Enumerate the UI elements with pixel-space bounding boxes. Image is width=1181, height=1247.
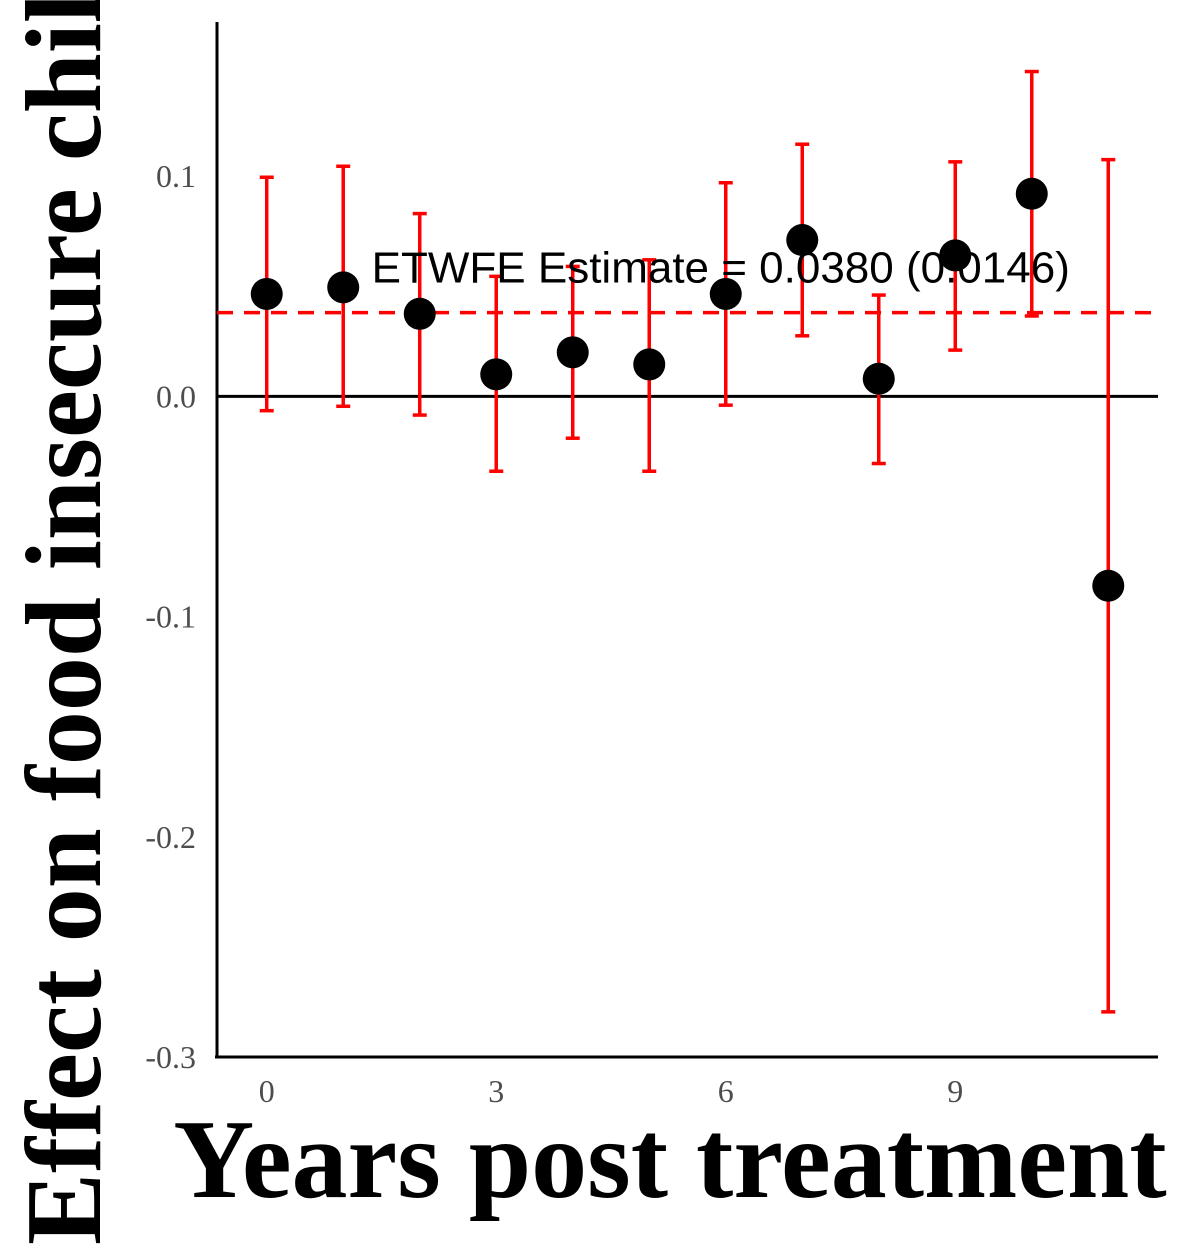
y-tick-label: 0.0 bbox=[156, 378, 196, 414]
tick-labels: -0.3 -0.2 -0.1 0.0 0.1 0 3 6 9 bbox=[145, 158, 963, 1109]
estimate-point bbox=[786, 224, 819, 257]
estimate-points bbox=[250, 177, 1125, 602]
estimate-annotation: ETWFE Estimate = 0.0380 (0.0146) bbox=[372, 243, 1070, 292]
estimate-point bbox=[403, 297, 436, 330]
x-tick-label: 9 bbox=[947, 1073, 963, 1109]
estimate-point bbox=[250, 277, 283, 310]
y-tick-label: -0.2 bbox=[145, 819, 196, 855]
estimate-point bbox=[862, 362, 895, 395]
estimate-point bbox=[1015, 177, 1048, 210]
estimate-point bbox=[939, 239, 972, 272]
estimate-point bbox=[1092, 569, 1125, 602]
x-tick-label: 6 bbox=[718, 1073, 734, 1109]
x-tick-label: 3 bbox=[488, 1073, 504, 1109]
y-axis-title: Effect on food insecure children bbox=[5, 0, 124, 1245]
estimate-point bbox=[480, 358, 513, 391]
y-tick-label: 0.1 bbox=[156, 158, 196, 194]
estimate-point bbox=[327, 271, 360, 304]
x-tick-label: 0 bbox=[259, 1073, 275, 1109]
estimate-point bbox=[633, 348, 666, 381]
axes bbox=[215, 22, 1158, 1059]
y-tick-label: -0.3 bbox=[145, 1039, 196, 1075]
estimate-point bbox=[556, 336, 589, 369]
x-axis-title: Years post treatment bbox=[173, 1098, 1166, 1222]
error-bars bbox=[259, 69, 1116, 1014]
estimate-point bbox=[709, 277, 742, 310]
y-tick-label: -0.1 bbox=[145, 599, 196, 635]
reference-lines bbox=[217, 310, 1158, 398]
